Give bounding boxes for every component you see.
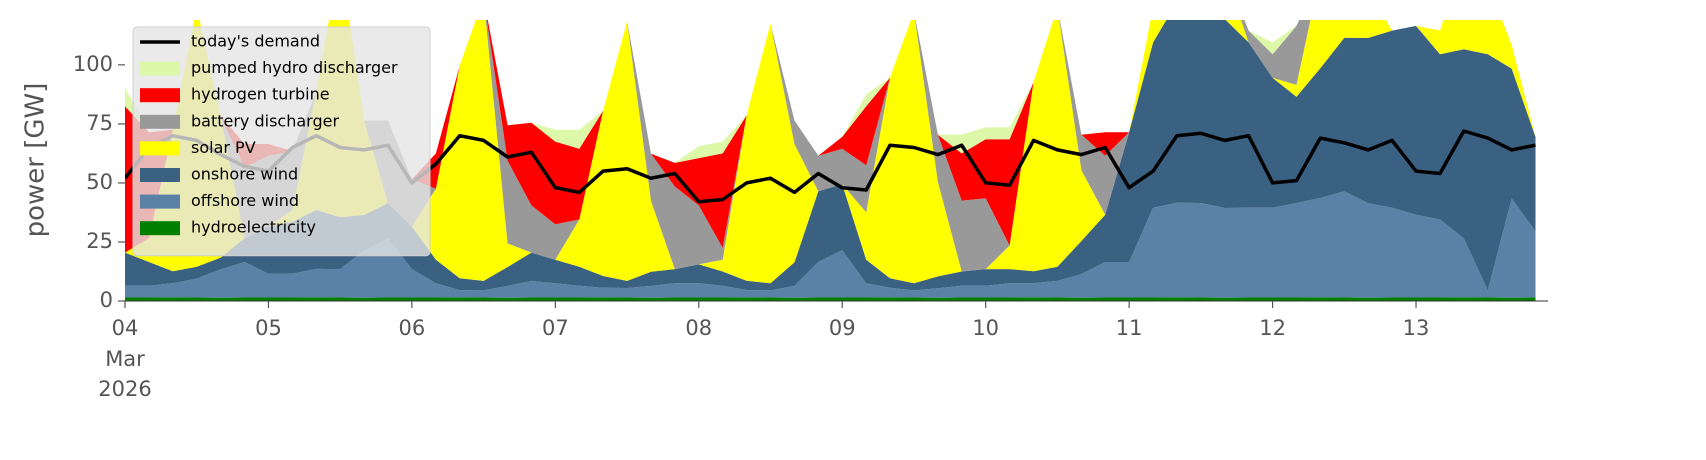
legend-swatch [140, 61, 180, 76]
x-tick-label: 04 [112, 316, 139, 340]
area [125, 297, 1536, 301]
legend-box [132, 26, 431, 257]
y-tick-label: 25 [86, 229, 113, 253]
y-tick-label: 75 [86, 111, 113, 135]
legend-label: hydroelectricity [191, 218, 316, 237]
legend-label: today's demand [191, 32, 320, 51]
legend-label: onshore wind [191, 165, 298, 184]
x-tick-label: 07 [542, 316, 569, 340]
y-axis-label: power [GW] [21, 83, 51, 238]
x-date-year: 2026 [98, 377, 151, 401]
x-tick-label: 13 [1403, 316, 1430, 340]
x-tick-label: 05 [255, 316, 282, 340]
x-tick-label: 12 [1259, 316, 1286, 340]
x-tick-label: 09 [829, 316, 856, 340]
area [125, 20, 1536, 291]
legend-swatch [140, 194, 180, 209]
x-tick-label: 06 [399, 316, 426, 340]
legend-label: pumped hydro discharger [191, 58, 398, 77]
plot-area [125, 20, 1536, 301]
x-date-month: Mar [105, 347, 145, 371]
legend-label: solar PV [191, 138, 256, 157]
x-tick-label: 11 [1116, 316, 1143, 340]
legend-swatch [140, 141, 180, 156]
y-tick-label: 50 [86, 170, 113, 194]
legend-label: battery discharger [191, 111, 339, 130]
area [125, 20, 1536, 284]
x-tick-label: 08 [685, 316, 712, 340]
y-tick-label: 100 [73, 52, 113, 76]
legend-swatch [140, 114, 180, 129]
legend-swatch [140, 88, 180, 103]
legend-swatch [140, 221, 180, 236]
area [125, 191, 1536, 298]
legend-label: hydrogen turbine [191, 85, 330, 104]
y-tick-label: 0 [100, 288, 113, 312]
x-tick-label: 10 [972, 316, 999, 340]
legend-swatch [140, 168, 180, 182]
legend-label: offshore wind [191, 191, 299, 210]
